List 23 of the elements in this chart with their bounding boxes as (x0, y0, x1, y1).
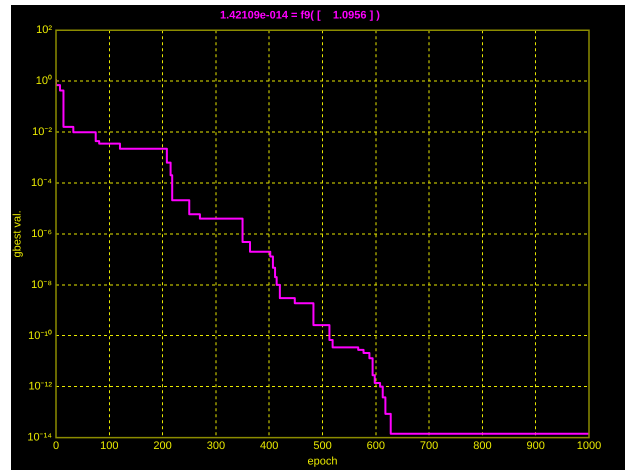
y-tick-label: 10⁻⁴ (31, 177, 52, 190)
x-tick-label: 900 (526, 440, 545, 452)
x-tick-label: 500 (313, 440, 332, 452)
x-tick-label: 300 (206, 440, 226, 452)
x-tick-label: 600 (366, 440, 385, 452)
x-tick-label: 100 (100, 440, 118, 452)
x-axis-title: epoch (308, 455, 338, 468)
y-tick-label: 10⁻² (32, 126, 52, 138)
x-tick-label: 200 (153, 440, 172, 452)
y-axis-title: gbest val. (12, 210, 24, 258)
y-tick-label: 10⁰ (36, 74, 52, 88)
chart-title: 1.42109e-014 = f9( [ 1.0956 ] ) (220, 10, 380, 22)
y-tick-label: 10⁻¹² (28, 380, 52, 393)
y-tick-label: 10⁻¹⁰ (28, 328, 52, 342)
y-tick-label: 10⁻⁶ (31, 228, 52, 240)
x-tick-label: 700 (420, 440, 438, 452)
y-tick-label: 10⁻⁸ (31, 278, 52, 291)
x-tick-label: 0 (52, 440, 60, 452)
y-tick-label: 10⁻¹⁴ (27, 432, 52, 444)
x-tick-label: 400 (260, 440, 278, 452)
x-tick-label: 1000 (576, 440, 602, 452)
y-tick-label: 10² (36, 24, 52, 36)
x-tick-label: 800 (473, 440, 492, 452)
